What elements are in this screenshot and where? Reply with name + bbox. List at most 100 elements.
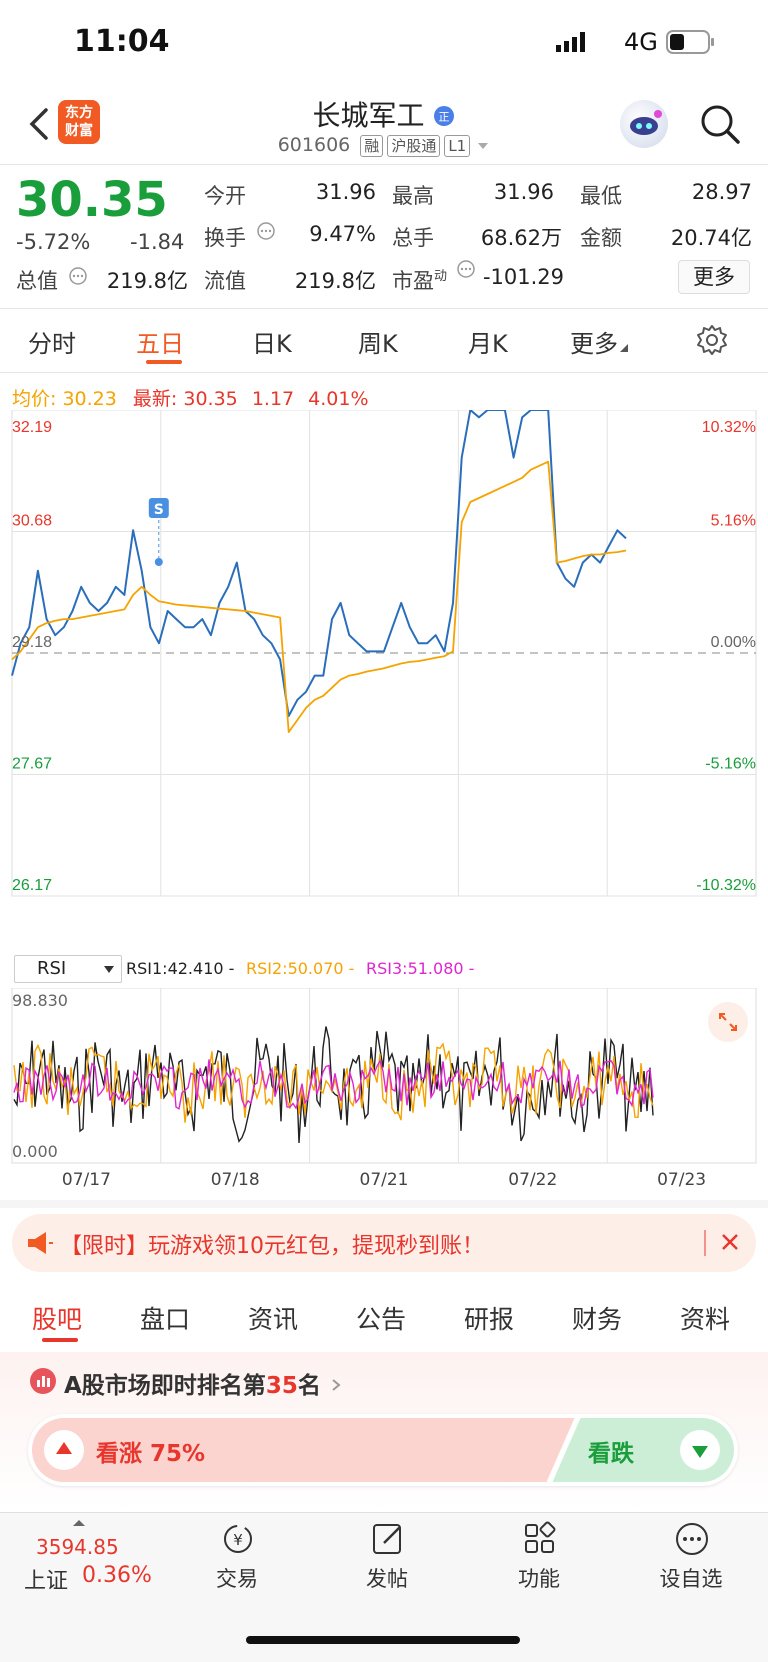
bullish-fill [32, 1418, 575, 1482]
pe-sup: 动 [434, 269, 448, 284]
grid-icon [525, 1521, 556, 1553]
chart-lines: S [11, 410, 627, 734]
info-icon[interactable] [456, 259, 476, 279]
y-tick-right: -5.16% [705, 756, 756, 773]
market-cap: 219.8亿 [106, 269, 188, 293]
low-value: 28.97 [691, 180, 752, 204]
marker-dot [154, 558, 163, 566]
change-percent: -5.72% [16, 230, 91, 254]
y-tick-right: 5.16% [711, 513, 756, 530]
turnover-value: 9.47% [309, 222, 376, 246]
promo-banner[interactable]: 【限时】玩游戏领10元红包，提现秒到账！ [12, 1214, 756, 1272]
tab-research[interactable]: 研报 [464, 1305, 515, 1334]
tab-weekly-k[interactable]: 周K [358, 330, 398, 358]
up-arrow-icon [56, 1442, 72, 1454]
ranking-prefix: A股市场即时排名第 [64, 1373, 266, 1399]
change-amount: -1.84 [130, 230, 185, 254]
divider [0, 164, 768, 165]
pe-value: -101.29 [482, 265, 564, 289]
market-cap-label: 总值 [16, 269, 58, 293]
bullish-label: 看涨 75% [96, 1434, 205, 1468]
tab-news[interactable]: 资讯 [248, 1305, 299, 1334]
dropdown-icon [478, 143, 489, 149]
rsi-series-line [13, 1026, 654, 1144]
nav-add-watchlist-label: 设自选 [659, 1567, 723, 1591]
index-widget[interactable]: 3594.85 上证 0.36% [0, 1513, 160, 1613]
tag-connect: 沪股通 [387, 135, 441, 157]
y-tick-right: 10.32% [702, 419, 756, 436]
app-logo: 东方 财富 [58, 100, 100, 144]
rsi-indicator-bar: RSI RSI1:42.410 - RSI2:50.070 - RSI3:51.… [14, 955, 754, 985]
latest-label: 最新: [132, 388, 178, 410]
high-value: 31.96 [493, 180, 554, 204]
y-tick-right: -10.32% [696, 877, 756, 894]
rsi3-value: RSI3:51.080 - [366, 959, 475, 978]
tag-margin: 融 [360, 135, 384, 157]
logo-line2: 财富 [65, 123, 93, 139]
assistant-robot-icon[interactable] [620, 100, 668, 148]
volume-label: 总手 [392, 226, 434, 250]
bullish-button[interactable] [44, 1430, 84, 1470]
index-name: 上证 [24, 1569, 69, 1594]
indicator-select[interactable]: RSI [14, 955, 122, 983]
avg-value: 30.23 [62, 388, 117, 410]
chart-axis-labels: 32.19 10.32% 30.68 5.16% 29.18 0.00% 27.67 -5.1… [12, 419, 756, 894]
nav-post-label: 发帖 [366, 1567, 408, 1591]
expand-icon[interactable] [708, 1002, 748, 1042]
tab-order-book[interactable]: 盘口 [140, 1305, 191, 1334]
info-icon[interactable] [256, 221, 276, 241]
status-time: 11:04 [74, 24, 170, 59]
signal-icon [556, 32, 585, 52]
ranking-text[interactable]: A股市场即时排名第35名 [64, 1366, 343, 1400]
status-bar: 11:04 4G [0, 0, 768, 90]
megaphone-icon [28, 1232, 53, 1254]
settings-icon[interactable] [696, 324, 728, 356]
marker-badge [148, 498, 169, 518]
stock-title: 长城军工 正 [0, 94, 768, 134]
tab-daily-k[interactable]: 日K [252, 330, 292, 358]
latest-value: 30.35 [183, 388, 238, 410]
index-value: 3594.85 [36, 1535, 119, 1559]
tab-forum[interactable]: 股吧 [32, 1305, 83, 1334]
tab-announcements[interactable]: 公告 [356, 1305, 407, 1334]
bearish-label[interactable]: 看跌 [588, 1441, 634, 1467]
tab-monthly-k[interactable]: 月K [468, 330, 508, 358]
banner-text: 【限时】玩游戏领10元红包，提现秒到账！ [60, 1234, 484, 1259]
active-section-indicator [42, 1338, 78, 1342]
x-tick-label: 07/21 [360, 1170, 409, 1190]
stock-subtitle[interactable]: 601606 融沪股通 L1 [0, 134, 768, 157]
ranking-number: 35 [265, 1373, 298, 1399]
tab-intraday[interactable]: 分时 [28, 330, 76, 358]
verified-icon: 正 [434, 106, 455, 126]
x-tick-label: 07/18 [211, 1170, 260, 1190]
low-label: 最低 [580, 184, 622, 208]
stock-header: 东方 财富 长城军工 正 601606 融沪股通 L1 [0, 90, 768, 168]
close-icon[interactable] [720, 1232, 740, 1252]
tab-profile[interactable]: 资料 [680, 1305, 731, 1334]
home-indicator [246, 1636, 520, 1644]
indicator-select-label: RSI [37, 958, 67, 979]
open-label: 今开 [204, 184, 246, 208]
more-button[interactable]: 更多 [678, 260, 750, 294]
tab-five-day[interactable]: 五日 [136, 330, 184, 358]
five-day-chart[interactable]: S 32.19 10.32% 30.68 5.16% 29.18 0.00% 27.67 -5… [0, 410, 768, 960]
back-icon[interactable] [22, 104, 58, 144]
tab-more[interactable]: 更多 [570, 324, 628, 359]
high-label: 最高 [392, 184, 434, 208]
pe-label-text: 市盈 [392, 269, 434, 293]
svg-text:正: 正 [439, 111, 450, 124]
info-icon[interactable] [68, 266, 88, 286]
amount-value: 20.74亿 [670, 226, 752, 250]
banner-divider [704, 1230, 706, 1256]
current-price: 30.35 [16, 172, 168, 228]
rsi-bottom-label: 0.000 [12, 1142, 58, 1161]
turnover-label: 换手 [204, 226, 246, 250]
y-tick-left: 27.67 [12, 756, 52, 773]
network-type: 4G [624, 28, 658, 56]
bearish-button[interactable] [680, 1430, 720, 1470]
tab-finance[interactable]: 财务 [572, 1305, 623, 1334]
stock-code: 601606 [277, 134, 351, 156]
search-icon[interactable] [698, 102, 742, 146]
caret-up-icon [73, 1520, 85, 1526]
